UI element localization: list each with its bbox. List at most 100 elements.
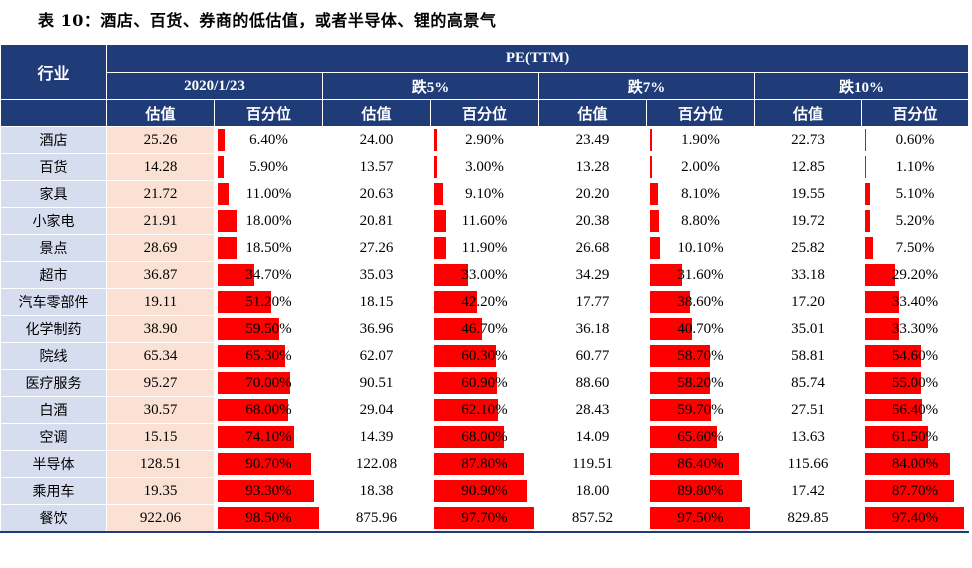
pe-table: 行业 PE(TTM) 2020/1/23 跌5% 跌7% 跌10% 估值 百分位… (0, 44, 970, 533)
percentile-value: 7.50% (895, 239, 935, 256)
percentile-bar (218, 426, 295, 448)
pe-value: 36.87 (106, 261, 215, 289)
pe-value: 26.68 (538, 234, 647, 262)
percentile-bar (434, 264, 468, 286)
table-row: 汽车零部件 19.11 51.20% 18.15 42.20% 17.77 38.60% 17… (0, 288, 970, 316)
percentile-cell: 51.20% (214, 288, 323, 316)
pe-value: 857.52 (538, 504, 647, 533)
pe-value: 36.96 (322, 315, 431, 343)
industry-name: 餐饮 (0, 504, 107, 533)
percentile-value: 3.00% (465, 158, 504, 175)
pe-value: 21.72 (106, 180, 215, 208)
percentile-cell: 31.60% (646, 261, 755, 289)
percentile-value: 93.30% (245, 482, 292, 499)
sub-header-value: 估值 (322, 99, 431, 127)
percentile-cell: 8.80% (646, 207, 755, 235)
percentile-value: 1.10% (895, 158, 935, 175)
percentile-cell: 33.30% (860, 315, 970, 343)
percentile-cell: 59.70% (646, 396, 755, 424)
pe-value: 60.77 (538, 342, 647, 370)
table-body: 酒店 25.26 6.40% 24.00 2.90% 23.49 1.90% 22.73 0.6… (0, 126, 970, 533)
pe-value: 36.18 (538, 315, 647, 343)
percentile-bar (650, 480, 743, 502)
percentile-bar (865, 426, 928, 448)
industry-name: 乘用车 (0, 477, 107, 505)
percentile-value: 6.40% (249, 131, 288, 148)
percentile-bar (865, 453, 951, 475)
sub-header-pct: 百分位 (646, 99, 755, 127)
pe-value: 95.27 (106, 369, 215, 397)
sub-header-pct: 百分位 (214, 99, 323, 127)
industry-name: 医疗服务 (0, 369, 107, 397)
percentile-cell: 60.30% (430, 342, 539, 370)
percentile-value: 65.60% (677, 428, 724, 445)
percentile-value: 87.70% (891, 482, 939, 499)
percentile-value: 46.70% (461, 320, 508, 337)
table-row: 景点 28.69 18.50% 27.26 11.90% 26.68 10.10% 25.82… (0, 234, 970, 262)
percentile-bar (218, 345, 286, 367)
pe-value: 90.51 (322, 369, 431, 397)
percentile-value: 33.30% (891, 320, 939, 337)
industry-name: 小家电 (0, 207, 107, 235)
percentile-cell: 6.40% (214, 126, 323, 154)
percentile-bar (434, 426, 504, 448)
pe-value: 119.51 (538, 450, 647, 478)
percentile-value: 9.10% (465, 185, 504, 202)
percentile-bar (218, 372, 290, 394)
industry-name: 化学制药 (0, 315, 107, 343)
group-header-drop7: 跌7% (538, 72, 755, 100)
percentile-bar (434, 156, 438, 178)
percentile-cell: 1.90% (646, 126, 755, 154)
percentile-value: 2.90% (465, 131, 504, 148)
industry-name: 百货 (0, 153, 107, 181)
industry-name: 半导体 (0, 450, 107, 478)
table-row: 白酒 30.57 68.00% 29.04 62.10% 28.43 59.70% 27.51… (0, 396, 970, 424)
sub-header-value: 估值 (754, 99, 862, 127)
pe-value: 18.00 (538, 477, 647, 505)
percentile-value: 68.00% (461, 428, 508, 445)
sub-header-value: 估值 (538, 99, 647, 127)
pe-value: 14.09 (538, 423, 647, 451)
percentile-bar (218, 129, 225, 151)
percentile-cell: 68.00% (430, 423, 539, 451)
percentile-value: 33.40% (891, 293, 939, 310)
percentile-value: 97.70% (461, 509, 508, 526)
pe-value: 62.07 (322, 342, 431, 370)
percentile-bar (434, 318, 482, 340)
percentile-cell: 34.70% (214, 261, 323, 289)
percentile-bar (434, 507, 535, 529)
percentile-value: 11.00% (245, 185, 292, 202)
pe-value: 19.72 (754, 207, 862, 235)
percentile-bar (218, 156, 225, 178)
percentile-bar (650, 507, 751, 529)
group-header-drop10: 跌10% (753, 72, 970, 100)
percentile-cell: 62.10% (430, 396, 539, 424)
percentile-value: 86.40% (677, 455, 724, 472)
blank-header-cell (0, 99, 107, 127)
percentile-bar (865, 264, 895, 286)
table-row: 空调 15.15 74.10% 14.39 68.00% 14.09 65.60% 13.63… (0, 423, 970, 451)
pe-value: 20.81 (322, 207, 431, 235)
pe-value: 29.04 (322, 396, 431, 424)
percentile-cell: 8.10% (646, 180, 755, 208)
percentile-bar (865, 129, 866, 151)
percentile-cell: 11.00% (214, 180, 323, 208)
pe-value: 122.08 (322, 450, 431, 478)
table-row: 化学制药 38.90 59.50% 36.96 46.70% 36.18 40.70% 35.… (0, 315, 970, 343)
pe-value: 12.85 (754, 153, 862, 181)
percentile-cell: 7.50% (860, 234, 970, 262)
percentile-cell: 87.70% (860, 477, 970, 505)
pe-value: 85.74 (754, 369, 862, 397)
pe-value: 18.38 (322, 477, 431, 505)
table-row: 酒店 25.26 6.40% 24.00 2.90% 23.49 1.90% 22.73 0.6… (0, 126, 970, 154)
sub-header-pct: 百分位 (430, 99, 539, 127)
pe-value: 27.26 (322, 234, 431, 262)
pe-value: 65.34 (106, 342, 215, 370)
percentile-value: 58.20% (677, 374, 724, 391)
percentile-cell: 97.70% (430, 504, 539, 533)
table-row: 半导体 128.51 90.70% 122.08 87.80% 119.51 86.40% 1… (0, 450, 970, 478)
percentile-cell: 89.80% (646, 477, 755, 505)
percentile-bar (650, 345, 711, 367)
percentile-bar (650, 183, 659, 205)
percentile-cell: 93.30% (214, 477, 323, 505)
